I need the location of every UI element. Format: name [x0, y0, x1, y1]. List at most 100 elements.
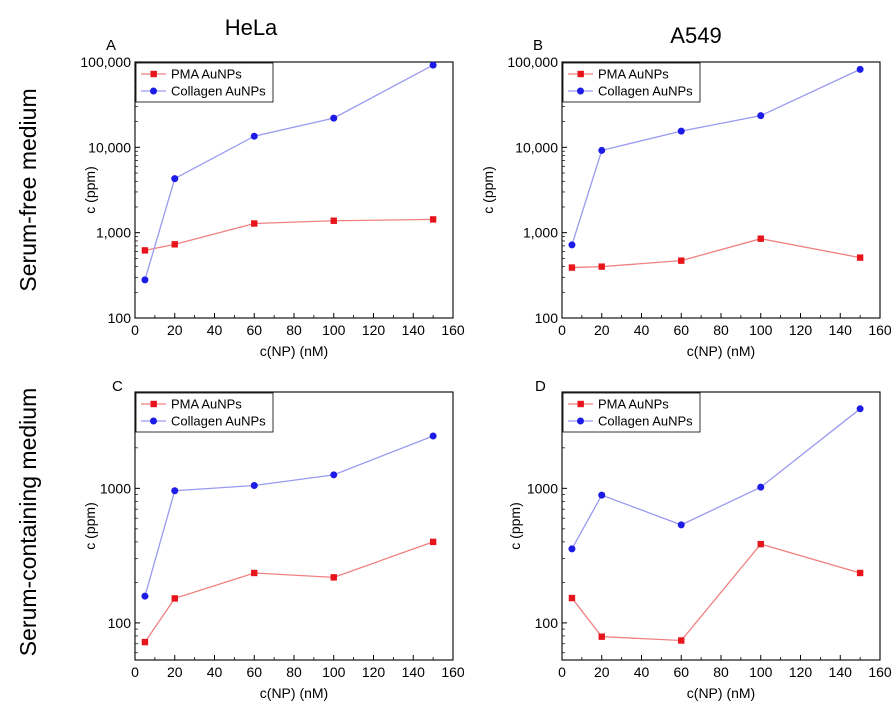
x-tick-label-a: 100: [322, 322, 346, 338]
x-tick-label-d: 140: [829, 664, 853, 680]
y-tick-label-a: 1,000: [96, 225, 131, 241]
x-tick-label-b: 140: [829, 322, 853, 338]
column-title-hela: HeLa: [225, 15, 278, 40]
x-tick-label-c: 40: [207, 664, 223, 680]
legend-label-collagen-b: Collagen AuNPs: [598, 84, 693, 99]
x-axis-label-a: c(NP) (nM): [260, 343, 328, 359]
data-point-collagen-c: [429, 432, 437, 440]
x-tick-label-c: 140: [402, 664, 426, 680]
data-point-collagen-a: [429, 61, 437, 69]
legend-box-a: [135, 62, 274, 103]
x-tick-label-d: 160: [868, 664, 892, 680]
legend-label-collagen-c: Collagen AuNPs: [171, 414, 266, 429]
x-tick-label-d: 20: [594, 664, 610, 680]
column-title-a549: A549: [670, 23, 721, 48]
x-tick-label-b: 160: [868, 322, 892, 338]
data-point-collagen-b: [757, 112, 765, 120]
legend-box-d: [562, 392, 701, 433]
y-tick-label-d: 100: [535, 615, 559, 631]
panel-d: D 0 20 40 60 80 100 120 140 160 100 1000 c(NP) (nM) c…: [507, 378, 892, 701]
data-point-collagen-a: [330, 114, 338, 122]
x-tick-label-b: 0: [558, 322, 566, 338]
x-tick-label-a: 120: [362, 322, 386, 338]
panel-letter-d: D: [535, 378, 546, 395]
x-tick-label-c: 60: [246, 664, 262, 680]
y-axis-label-a: c (ppm): [82, 166, 98, 213]
y-tick-label-b: 100,000: [507, 54, 558, 70]
x-tick-label-c: 100: [322, 664, 346, 680]
data-point-collagen-d: [568, 545, 576, 553]
y-tick-label-b: 100: [535, 310, 559, 326]
legend-label-collagen-a: Collagen AuNPs: [171, 84, 266, 99]
y-tick-label-a: 100,000: [80, 54, 131, 70]
row-label-serum-free: Serum-free medium: [15, 88, 41, 291]
data-point-collagen-c: [250, 481, 258, 489]
x-tick-label-b: 40: [634, 322, 650, 338]
data-point-pma-b: [856, 254, 864, 261]
x-axis-label-d: c(NP) (nM): [687, 685, 755, 701]
data-point-collagen-c: [141, 592, 149, 600]
y-tick-label-a: 100: [108, 310, 132, 326]
panel-b: B 0 20 40 60 80 100 120 140 160 100 1,000 10,000 100,…: [480, 37, 892, 359]
data-point-pma-b: [568, 264, 576, 271]
legend-marker-collagen-b: [577, 87, 584, 95]
x-tick-label-a: 140: [402, 322, 426, 338]
x-tick-label-a: 160: [441, 322, 465, 338]
legend-label-pma-d: PMA AuNPs: [598, 397, 669, 412]
chart-panels: A 0 20 40 60 80 100 120 140 160 100 1,000 10,000 100,…: [80, 37, 892, 701]
data-point-collagen-a: [171, 175, 179, 183]
y-axis-label-c: c (ppm): [82, 502, 98, 549]
panel-letter-b: B: [533, 37, 543, 54]
y-tick-label-b: 1,000: [523, 225, 558, 241]
data-point-collagen-c: [330, 471, 338, 479]
x-tick-label-b: 20: [594, 322, 610, 338]
data-point-collagen-d: [598, 491, 606, 499]
x-tick-label-c: 120: [362, 664, 386, 680]
x-tick-label-d: 120: [789, 664, 813, 680]
y-axis-label-b: c (ppm): [480, 166, 496, 213]
x-tick-label-b: 100: [749, 322, 773, 338]
panel-a: A 0 20 40 60 80 100 120 140 160 100 1,000 10,000 100,…: [80, 37, 465, 359]
x-tick-label-c: 0: [131, 664, 139, 680]
x-tick-label-b: 80: [713, 322, 729, 338]
data-point-pma-a: [330, 217, 337, 224]
data-point-pma-c: [330, 574, 337, 581]
legend-marker-pma-d: [577, 400, 584, 408]
x-tick-label-c: 160: [441, 664, 465, 680]
legend-marker-collagen-c: [150, 417, 157, 425]
legend-label-pma-b: PMA AuNPs: [598, 67, 669, 82]
data-point-collagen-b: [598, 146, 606, 154]
panel-letter-a: A: [106, 37, 116, 54]
data-point-pma-c: [251, 569, 258, 577]
series-line-pma-d: [571, 543, 861, 642]
data-point-pma-a: [171, 241, 178, 248]
legend-label-pma-c: PMA AuNPs: [171, 397, 242, 412]
data-point-collagen-b: [677, 127, 685, 135]
data-point-collagen-a: [141, 276, 149, 284]
y-tick-label-c: 1000: [100, 480, 131, 496]
x-tick-label-a: 40: [207, 322, 223, 338]
x-tick-label-d: 0: [558, 664, 566, 680]
legend-marker-pma-b: [577, 70, 584, 78]
x-tick-label-a: 0: [131, 322, 139, 338]
data-point-pma-b: [757, 235, 764, 242]
data-point-collagen-b: [568, 241, 576, 249]
data-point-collagen-c: [171, 487, 179, 495]
data-point-collagen-d: [757, 483, 765, 491]
x-axis-label-b: c(NP) (nM): [687, 343, 755, 359]
data-point-pma-d: [598, 633, 605, 640]
series-line-pma-c: [144, 541, 434, 643]
row-label-serum-containing: Serum-containing medium: [15, 388, 41, 656]
data-point-pma-b: [598, 263, 605, 270]
y-tick-label-c: 100: [108, 615, 132, 631]
series-line-pma-a: [144, 218, 434, 252]
data-point-pma-a: [141, 247, 149, 254]
data-point-pma-d: [856, 569, 864, 577]
x-tick-label-b: 60: [673, 322, 689, 338]
data-point-pma-c: [429, 538, 437, 546]
y-axis-label-d: c (ppm): [507, 502, 523, 549]
legend-marker-collagen-d: [577, 417, 584, 425]
legend-box-b: [562, 62, 701, 103]
x-tick-label-d: 60: [673, 664, 689, 680]
